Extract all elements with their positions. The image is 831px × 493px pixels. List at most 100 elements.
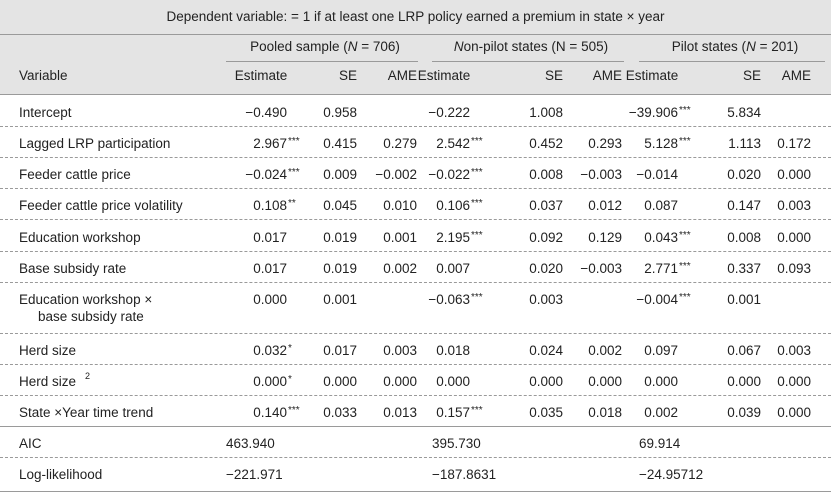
estimate-cell: −0.022 — [428, 167, 470, 182]
ame-cell: 0.010 — [383, 198, 417, 213]
significance-stars: *** — [679, 261, 691, 272]
significance-stars: * — [288, 343, 292, 354]
row-label: Feeder cattle price volatility — [19, 198, 183, 213]
ame-cell: 0.000 — [777, 167, 811, 182]
estimate-cell: −39.906 — [628, 105, 678, 120]
row-divider — [0, 457, 831, 458]
row-label: Feeder cattle price — [19, 167, 131, 182]
estimate-cell: 0.157 — [436, 405, 470, 420]
estimate-cell: 2.771 — [644, 261, 678, 276]
table-title-text: Dependent variable: = 1 if at least one … — [166, 9, 665, 24]
ame-cell: −0.003 — [580, 261, 622, 276]
se-cell: 0.019 — [323, 230, 357, 245]
ame-cell: 0.002 — [588, 343, 622, 358]
ame-cell: 0.001 — [383, 230, 417, 245]
se-cell: 0.415 — [323, 136, 357, 151]
se-cell: 1.008 — [529, 105, 563, 120]
se-cell: 0.003 — [529, 292, 563, 307]
estimate-cell: 0.002 — [644, 405, 678, 420]
ame-cell: 0.018 — [588, 405, 622, 420]
ame-cell: 0.000 — [777, 230, 811, 245]
se-cell: 0.092 — [529, 230, 563, 245]
se-cell: 0.020 — [727, 167, 761, 182]
significance-stars: *** — [288, 405, 300, 416]
row-divider — [0, 126, 831, 127]
se-cell: 0.000 — [727, 374, 761, 389]
estimate-cell: −0.024 — [245, 167, 287, 182]
ame-cell: 0.172 — [777, 136, 811, 151]
estimate-cell: 0.000 — [253, 374, 287, 389]
ame-cell: −0.002 — [375, 167, 417, 182]
stat-value: 395.730 — [432, 436, 481, 451]
estimate-cell: 0.108 — [253, 198, 287, 213]
row-divider — [0, 157, 831, 158]
stat-value: 69.914 — [639, 436, 681, 451]
group-header-2: Pilot states (N = 201) — [671, 39, 799, 54]
estimate-cell: 0.043 — [644, 230, 678, 245]
se-cell: 0.035 — [529, 405, 563, 420]
stat-value: −24.95712 — [639, 467, 704, 482]
estimate-cell: 0.017 — [253, 230, 287, 245]
ame-cell: 0.012 — [588, 198, 622, 213]
se-cell: 1.113 — [728, 136, 761, 151]
se-cell: 0.067 — [727, 343, 761, 358]
stat-label: AIC — [19, 436, 42, 451]
estimate-cell: 0.106 — [436, 198, 470, 213]
estimate-header-2: Estimate — [625, 68, 679, 83]
row-divider — [0, 364, 831, 365]
se-cell: 0.008 — [727, 230, 761, 245]
se-cell: 0.045 — [323, 198, 357, 213]
estimate-cell: −0.004 — [636, 292, 678, 307]
estimate-cell: 2.195 — [436, 230, 470, 245]
estimate-header-1: Estimate — [417, 68, 471, 83]
se-cell: 0.000 — [323, 374, 357, 389]
ame-header-1: AME — [592, 68, 622, 83]
variable-header: Variable — [19, 68, 68, 83]
significance-stars: *** — [288, 167, 300, 178]
estimate-cell: −0.063 — [428, 292, 470, 307]
ame-cell: 0.093 — [777, 261, 811, 276]
significance-stars: *** — [679, 105, 691, 116]
group-header-1: Non-pilot states (N = 505) — [453, 39, 609, 54]
se-cell: 0.033 — [323, 405, 357, 420]
significance-stars: *** — [471, 230, 483, 241]
row-label: Intercept — [19, 105, 72, 120]
row-label: Lagged LRP participation — [19, 136, 171, 151]
estimate-cell: 0.097 — [644, 343, 678, 358]
row-label: Herd size — [19, 343, 77, 358]
ame-cell: 0.000 — [777, 405, 811, 420]
significance-stars: *** — [471, 292, 483, 303]
se-cell: 0.001 — [323, 292, 357, 307]
estimate-cell: −0.222 — [428, 105, 470, 120]
se-cell: 0.009 — [323, 167, 357, 182]
table-header — [0, 34, 831, 94]
estimate-cell: 0.017 — [253, 261, 287, 276]
ame-cell: 0.000 — [383, 374, 417, 389]
row-label: Herd size — [19, 374, 77, 389]
title-rule — [0, 34, 831, 35]
estimate-cell: 0.018 — [436, 343, 470, 358]
se-cell: 0.017 — [323, 343, 357, 358]
se-header-1: SE — [544, 68, 563, 83]
se-cell: 0.452 — [529, 136, 563, 151]
row-label: State ×Year time trend — [19, 405, 154, 420]
significance-stars: *** — [679, 292, 691, 303]
ame-cell: 0.003 — [777, 198, 811, 213]
estimate-cell: 0.000 — [253, 292, 287, 307]
ame-cell: −0.003 — [580, 167, 622, 182]
se-cell: 0.020 — [529, 261, 563, 276]
row-label: Base subsidy rate — [19, 261, 127, 276]
significance-stars: *** — [471, 136, 483, 147]
se-cell: 0.000 — [529, 374, 563, 389]
estimate-cell: 0.032 — [253, 343, 287, 358]
significance-stars: * — [288, 374, 292, 385]
group-rule-0 — [226, 61, 418, 62]
table-title: Dependent variable: = 1 if at least one … — [0, 0, 831, 34]
row-label: Education workshop × — [19, 292, 153, 307]
estimate-cell: 0.000 — [644, 374, 678, 389]
se-header-0: SE — [338, 68, 357, 83]
stat-value: −187.8631 — [432, 467, 497, 482]
estimate-cell: −0.490 — [245, 105, 287, 120]
se-cell: 0.037 — [529, 198, 563, 213]
